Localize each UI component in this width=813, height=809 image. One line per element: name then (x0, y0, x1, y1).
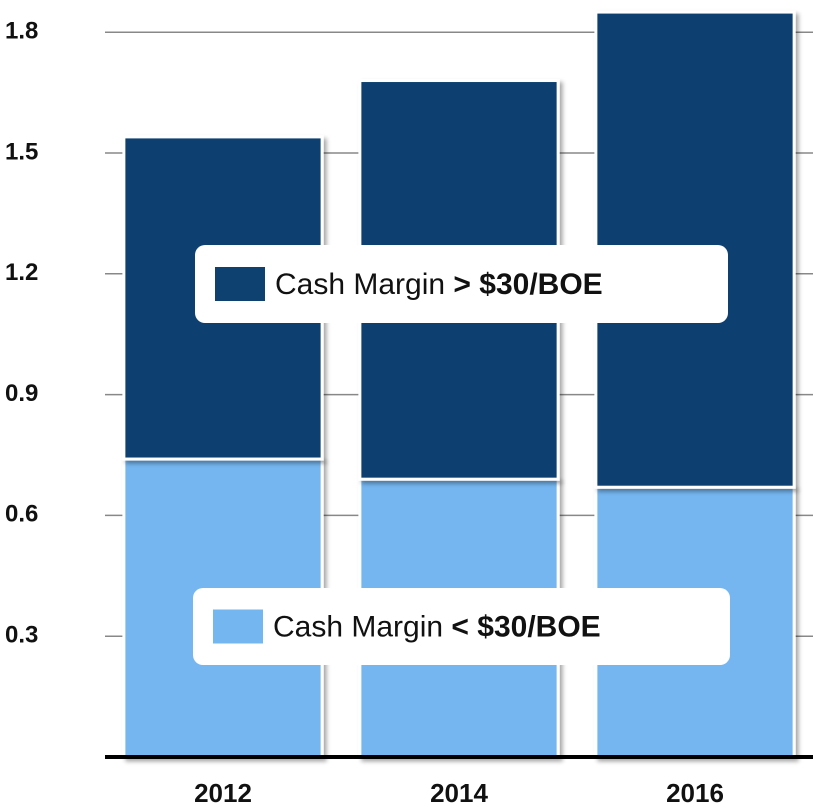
labels: 0.3 0.6 0.9 1.2 1.5 1.8 2012 2014 2016 (5, 18, 724, 808)
y-tick-label: 1.5 (5, 138, 38, 165)
y-tick-label: 1.8 (5, 18, 38, 45)
x-tick-label: 2014 (430, 778, 488, 808)
y-tick-label: 1.2 (5, 259, 38, 286)
legend-entry: Cash Margin > $30/BOE (195, 245, 728, 323)
legend-box (193, 588, 730, 665)
legend-swatch (215, 267, 265, 301)
legend-label-bold: < $30/BOE (451, 610, 600, 643)
legend-label: Cash Margin > $30/BOE (275, 268, 603, 301)
legend-entry: Cash Margin < $30/BOE (193, 588, 730, 665)
y-tick-label: 0.9 (5, 380, 38, 407)
legend-box (195, 245, 728, 323)
legend-label-bold: > $30/BOE (453, 268, 602, 301)
x-tick-label: 2016 (666, 778, 724, 808)
legend-swatch (213, 609, 263, 644)
legend-label-text: Cash Margin (273, 610, 451, 643)
bars (122, 10, 796, 759)
legend-label: Cash Margin < $30/BOE (273, 610, 601, 643)
x-tick-label: 2012 (194, 778, 252, 808)
y-tick-label: 0.6 (5, 501, 38, 528)
y-tick-label: 0.3 (5, 622, 38, 649)
legend-label-text: Cash Margin (275, 268, 453, 301)
